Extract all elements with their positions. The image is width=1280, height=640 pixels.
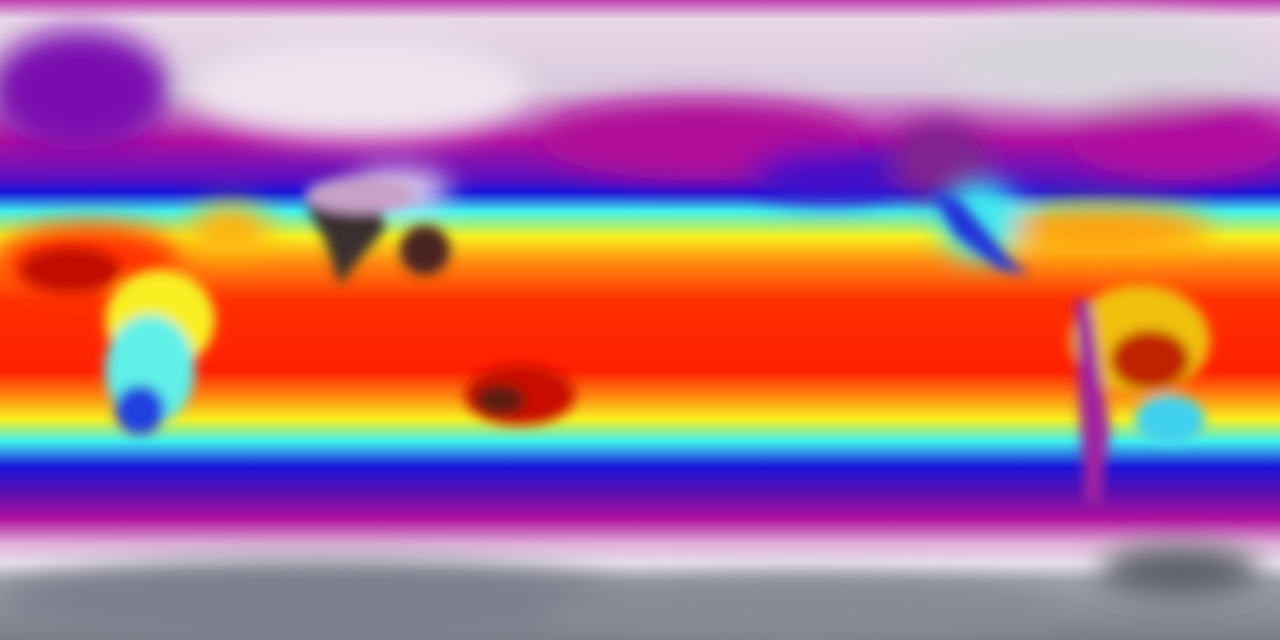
australia bbox=[465, 365, 575, 425]
africa bbox=[20, 248, 215, 435]
south-america bbox=[1070, 285, 1210, 510]
antarctica bbox=[0, 545, 1260, 640]
india-and-southeast-asia bbox=[305, 177, 450, 285]
central-america bbox=[930, 190, 1030, 275]
northern-cold-regions bbox=[0, 15, 1280, 210]
